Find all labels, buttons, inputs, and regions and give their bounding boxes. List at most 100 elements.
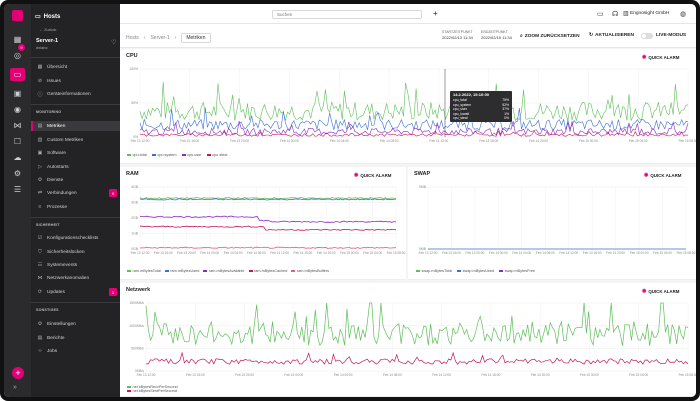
legend-item[interactable]: swap.mBytesTotal bbox=[416, 269, 452, 273]
sidebar-item-prozesse[interactable]: ≡ Prozesse bbox=[31, 202, 120, 212]
add-icon[interactable]: + bbox=[433, 9, 438, 18]
x-tick-label: Feb 14 12:00 bbox=[430, 139, 449, 143]
x-tick-label: Feb 14 00:00 bbox=[489, 251, 508, 255]
brand-logo[interactable] bbox=[12, 10, 23, 21]
zoom-reset-button[interactable]: ⌕ ZOOM ZURÜCKSETZEN bbox=[520, 33, 580, 40]
sidebar-item-custom-metriken[interactable]: ▥ Custom Metriken bbox=[31, 135, 120, 145]
back-link[interactable]: ← Zurück bbox=[39, 27, 57, 32]
sidebar-item-jobs[interactable]: ‹› Jobs bbox=[31, 346, 120, 356]
sidebar-item-sicherheitsluecken[interactable]: ⛉ Sicherheitslücken bbox=[31, 247, 120, 257]
x-tick-label: Feb 15 00:00 bbox=[630, 251, 649, 255]
phone-icon[interactable]: ☐ bbox=[13, 137, 22, 146]
tooltip-row: cpu_iowait 1% bbox=[453, 111, 509, 116]
series-line-net-sent bbox=[146, 351, 689, 365]
series-line-ram-mBytesCached bbox=[140, 225, 397, 231]
start-time-value: 2022/02/13 11:34 bbox=[442, 35, 473, 40]
sidebar-item-konfigurationschecklists[interactable]: ☑ Konfigurationschecklists bbox=[31, 233, 120, 243]
quick-alarm-label: QUICK ALARM bbox=[648, 288, 680, 294]
legend-item[interactable]: ram.mBytesUsed bbox=[164, 269, 199, 273]
list-icon[interactable]: ☰ bbox=[13, 185, 22, 194]
series-line-ram-mBytesTotal bbox=[139, 197, 397, 200]
sidebar-item-verbindungen[interactable]: ⇄ Verbindungen 9 bbox=[31, 188, 120, 198]
sidebar-item-label: Übersicht bbox=[47, 64, 68, 70]
sidebar-item-systemevents[interactable]: ☷ Systemevents bbox=[31, 260, 120, 270]
legend-item[interactable]: cpu.user bbox=[181, 153, 202, 157]
collapse-icon[interactable]: » bbox=[13, 384, 17, 391]
cloud-icon[interactable]: ☁ bbox=[13, 153, 22, 162]
legend-item[interactable]: ram.mBytesAvailable bbox=[203, 269, 245, 273]
favorite-icon[interactable]: ♡ bbox=[111, 40, 117, 46]
sidebar-item-issues[interactable]: ⊘ Issues bbox=[31, 76, 120, 86]
count-badge: 1 bbox=[109, 288, 117, 296]
organization-name[interactable]: Engnosight GmbH bbox=[630, 11, 670, 16]
end-time-label: ENDZEITPUNKT bbox=[481, 30, 508, 34]
server-subtitle: dxlabc bbox=[36, 45, 48, 50]
end-time[interactable]: ENDZEITPUNKT 2022/02/15 11:34 bbox=[481, 30, 512, 40]
sidebar-item-autostarts[interactable]: ▷ Autostarts bbox=[31, 162, 120, 172]
y-tick-label: 2GB bbox=[131, 216, 139, 220]
legend-item[interactable]: cpu.total bbox=[127, 153, 147, 157]
refresh-button[interactable]: ↻ AKTUALISIEREN bbox=[589, 33, 634, 38]
breadcrumb: Hosts › Server-1 › Metriken bbox=[126, 33, 211, 43]
y-tick-label: 500KB/s bbox=[131, 347, 144, 351]
search-input[interactable] bbox=[272, 10, 422, 19]
breadcrumb-item-hosts[interactable]: Hosts bbox=[126, 35, 139, 41]
sidebar-item-berichte[interactable]: ▤ Berichte bbox=[31, 333, 120, 343]
series-line-cpu-steal bbox=[139, 130, 689, 137]
alarm-icon: ◉ bbox=[354, 172, 359, 178]
y-tick-label: 0% bbox=[133, 135, 138, 139]
count-badge: 9 bbox=[109, 189, 117, 197]
quick-alarm-button[interactable]: ◉ QUICK ALARM bbox=[642, 288, 679, 294]
quick-alarm-button[interactable]: ◉ QUICK ALARM bbox=[642, 54, 679, 60]
headset-icon[interactable]: ☊ bbox=[612, 11, 619, 18]
x-tick-label: Feb 15 00:00 bbox=[580, 373, 599, 377]
user-icon[interactable]: ◍ bbox=[680, 11, 687, 18]
live-mode-toggle[interactable] bbox=[641, 33, 653, 39]
settings-icon[interactable]: ⚙ bbox=[13, 169, 22, 178]
report-icon: ▤ bbox=[37, 335, 43, 341]
add-button[interactable]: + bbox=[12, 367, 24, 379]
legend-item[interactable]: net.kBytesSentPerSecond bbox=[127, 389, 178, 393]
sidebar-item-netzwerkanomalien[interactable]: ⋈ Netzwerkanomalien bbox=[31, 273, 120, 283]
sidebar-item-einstellungen[interactable]: ⚙ Einstellungen bbox=[31, 319, 120, 329]
chat-icon[interactable]: ▭ bbox=[597, 11, 604, 18]
box-icon[interactable]: ▣ bbox=[13, 89, 22, 98]
sidebar-item-dienste[interactable]: ⚙ Dienste bbox=[31, 175, 120, 185]
sidebar-item-uebersicht[interactable]: ▦ Übersicht bbox=[31, 62, 120, 72]
quick-alarm-button[interactable]: ◉ QUICK ALARM bbox=[354, 172, 391, 178]
sidebar-item-label: Einstellungen bbox=[47, 321, 76, 327]
legend-item[interactable]: ram.mBytesBuffers bbox=[291, 269, 329, 273]
chart-tooltip: 14.2.2022, 15:10:00 cpu_total 75% cpu_sys… bbox=[450, 91, 512, 123]
legend-item[interactable]: net.kBytesRecvPerSecond bbox=[127, 385, 178, 389]
legend-item[interactable]: cpu.steal bbox=[206, 153, 227, 157]
chart-legend: net.kBytesRecvPerSecond net.kBytesSentPe… bbox=[127, 385, 178, 393]
legend-item[interactable]: swap.mBytesFree bbox=[499, 269, 535, 273]
signal-icon[interactable]: ◉ bbox=[14, 105, 21, 114]
building-icon: ▥ bbox=[623, 11, 629, 17]
y-tick-label: 0GB bbox=[131, 247, 139, 251]
x-tick-label: Feb 14 04:00 bbox=[330, 139, 349, 143]
tooltip-row: cpu_steal 0% bbox=[453, 116, 509, 121]
sidebar-item-geraeteinformationen[interactable]: ⓘ Geräteinformationen bbox=[31, 89, 120, 99]
quick-alarm-button[interactable]: ◉ QUICK ALARM bbox=[644, 172, 681, 178]
breadcrumb-item-server[interactable]: Server-1 bbox=[150, 35, 170, 41]
share-icon[interactable]: ⋈ bbox=[13, 121, 22, 130]
legend-item[interactable]: cpu.system bbox=[151, 153, 177, 157]
legend-item[interactable]: swap.mBytesUsed bbox=[457, 269, 494, 273]
cpu-chart[interactable]: 100% 50% 0%Feb 13 12:00 Feb 13 16:00 Feb 13 … bbox=[120, 49, 696, 164]
hosts-icon[interactable]: ▭ bbox=[10, 68, 25, 81]
start-time[interactable]: STARTZEITPUNKT 2022/02/13 11:34 bbox=[442, 30, 473, 40]
x-tick-label: Feb 13 16:00 bbox=[186, 373, 205, 377]
sidebar-item-metriken[interactable]: ▤ Metriken bbox=[31, 121, 120, 131]
sidebar-item-updates[interactable]: ⟳ Updates 1 bbox=[31, 287, 120, 297]
legend-item[interactable]: ram.mBytesCached bbox=[248, 269, 287, 273]
monitor-icon[interactable]: ◎ bbox=[14, 51, 21, 60]
y-tick-label: 4GB bbox=[131, 185, 139, 189]
end-time-value: 2022/02/15 11:34 bbox=[481, 35, 512, 40]
dashboard-icon[interactable]: ▦ bbox=[13, 35, 22, 44]
legend-item[interactable]: ram.mBytesTotal bbox=[127, 269, 161, 273]
sidebar-item-software[interactable]: ▣ Software bbox=[31, 148, 120, 158]
